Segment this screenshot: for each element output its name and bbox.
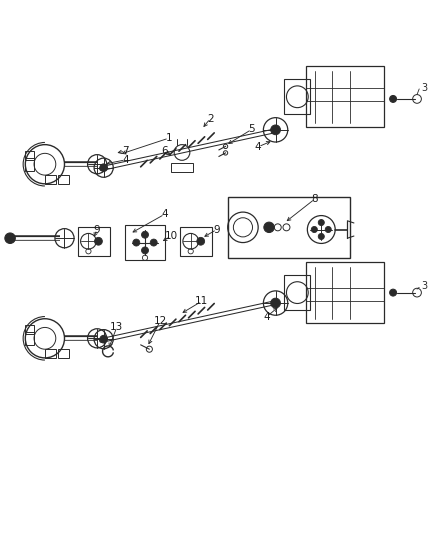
Circle shape bbox=[271, 125, 280, 135]
Circle shape bbox=[311, 227, 318, 232]
Circle shape bbox=[271, 298, 280, 308]
Bar bbox=[45, 349, 56, 358]
Circle shape bbox=[197, 237, 205, 245]
Bar bbox=[284, 275, 311, 310]
Circle shape bbox=[5, 233, 15, 244]
Circle shape bbox=[141, 231, 148, 238]
Bar bbox=[306, 66, 385, 127]
Text: 4: 4 bbox=[264, 312, 270, 321]
Bar bbox=[25, 332, 34, 345]
Text: 12: 12 bbox=[154, 316, 167, 326]
Text: 4: 4 bbox=[161, 209, 168, 219]
Circle shape bbox=[390, 95, 396, 102]
Text: 9: 9 bbox=[213, 224, 220, 235]
Bar bbox=[306, 262, 385, 323]
Text: 10: 10 bbox=[165, 231, 178, 241]
Text: 5: 5 bbox=[248, 124, 255, 134]
Bar bbox=[58, 349, 69, 358]
Bar bbox=[78, 228, 110, 256]
Text: 6: 6 bbox=[161, 146, 168, 156]
Bar bbox=[25, 151, 34, 160]
Text: 8: 8 bbox=[311, 194, 318, 204]
Bar bbox=[58, 175, 69, 184]
Bar bbox=[228, 197, 350, 258]
Text: 1: 1 bbox=[166, 133, 172, 143]
Circle shape bbox=[264, 222, 274, 232]
Bar bbox=[171, 163, 193, 172]
Circle shape bbox=[100, 335, 107, 343]
Circle shape bbox=[318, 233, 324, 239]
Circle shape bbox=[318, 220, 324, 225]
Bar bbox=[284, 79, 311, 114]
Bar bbox=[45, 175, 56, 184]
Bar bbox=[125, 225, 165, 260]
Circle shape bbox=[133, 239, 140, 246]
Circle shape bbox=[325, 227, 331, 232]
Text: 11: 11 bbox=[195, 296, 208, 306]
Text: 9: 9 bbox=[94, 224, 100, 235]
Bar bbox=[180, 228, 212, 256]
Text: 3: 3 bbox=[421, 281, 427, 291]
Text: 3: 3 bbox=[421, 83, 427, 93]
Bar bbox=[25, 325, 34, 334]
Text: 7: 7 bbox=[122, 146, 129, 156]
Text: 13: 13 bbox=[110, 322, 124, 333]
Circle shape bbox=[150, 239, 157, 246]
Circle shape bbox=[390, 289, 396, 296]
Text: 4: 4 bbox=[122, 155, 129, 165]
Circle shape bbox=[95, 237, 102, 245]
Circle shape bbox=[100, 164, 107, 172]
Bar bbox=[25, 158, 34, 171]
Text: 2: 2 bbox=[207, 114, 214, 124]
Circle shape bbox=[141, 247, 148, 254]
Text: 4: 4 bbox=[255, 142, 261, 152]
